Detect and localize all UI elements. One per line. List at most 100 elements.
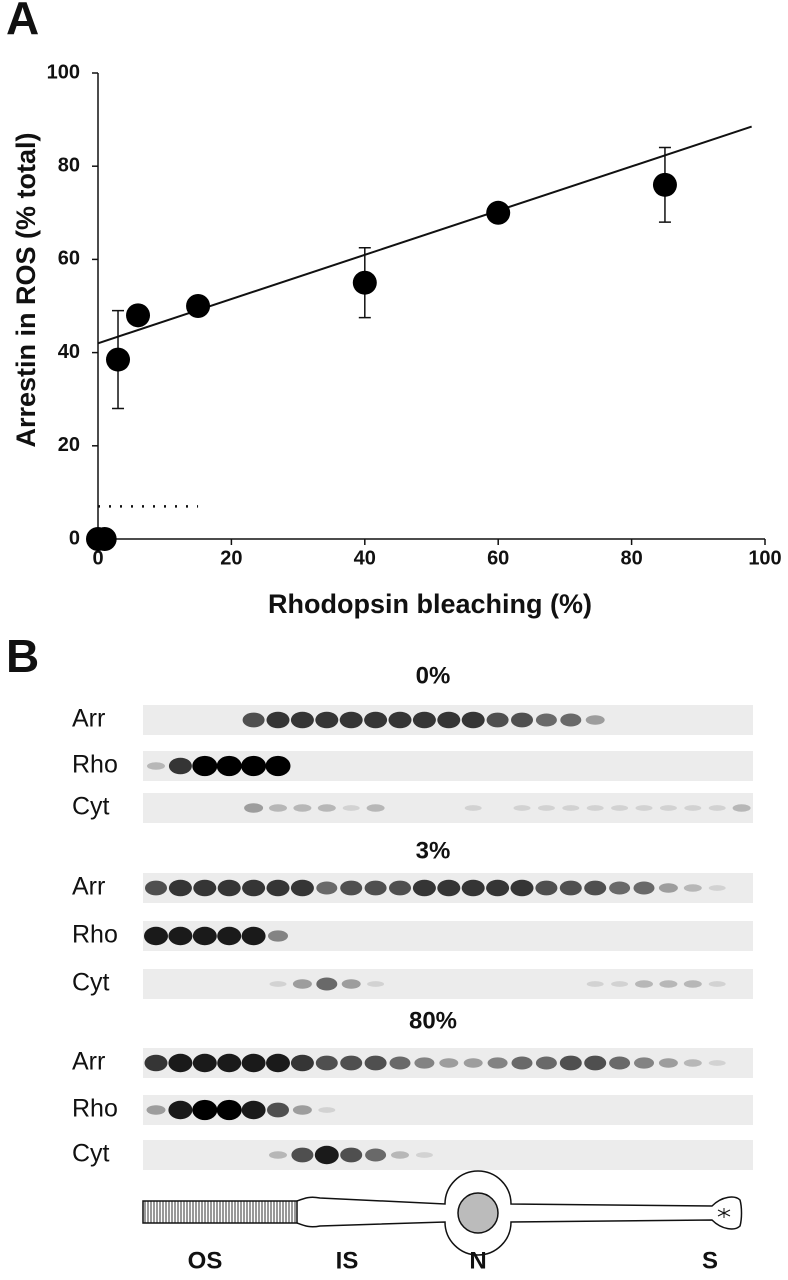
x-tick-label: 40 bbox=[354, 547, 376, 569]
band bbox=[365, 1148, 387, 1162]
y-tick-label: 40 bbox=[58, 341, 80, 363]
band bbox=[241, 1053, 266, 1073]
blot-strip bbox=[143, 705, 753, 735]
band bbox=[292, 979, 312, 989]
band bbox=[464, 805, 482, 811]
point bbox=[652, 172, 677, 197]
band bbox=[146, 1105, 166, 1115]
band bbox=[461, 879, 485, 897]
band bbox=[414, 1057, 435, 1069]
band bbox=[293, 804, 312, 812]
band bbox=[192, 1099, 218, 1121]
band bbox=[659, 980, 678, 988]
band bbox=[559, 880, 582, 896]
band bbox=[168, 1100, 193, 1120]
x-tick-label: 60 bbox=[487, 547, 509, 569]
band bbox=[388, 711, 412, 729]
band bbox=[340, 1055, 363, 1071]
band bbox=[389, 880, 411, 896]
band bbox=[265, 755, 291, 777]
band bbox=[342, 805, 360, 811]
y-tick-label: 20 bbox=[58, 434, 80, 456]
band bbox=[217, 926, 242, 946]
band bbox=[611, 981, 629, 987]
band bbox=[635, 980, 653, 988]
band bbox=[439, 1058, 459, 1068]
band bbox=[290, 879, 314, 897]
point bbox=[486, 200, 511, 225]
band bbox=[192, 926, 217, 946]
band bbox=[609, 1056, 631, 1070]
band bbox=[560, 713, 582, 727]
band bbox=[168, 1053, 193, 1073]
cell-label: N bbox=[469, 1247, 486, 1274]
band bbox=[461, 711, 485, 729]
band bbox=[168, 757, 192, 775]
panel-label: A bbox=[6, 0, 39, 44]
band bbox=[537, 805, 555, 811]
row-label: Cyt bbox=[72, 793, 110, 821]
band bbox=[486, 879, 510, 897]
row-label: Arr bbox=[72, 873, 105, 901]
band bbox=[487, 1057, 508, 1069]
row-label: Rho bbox=[72, 751, 118, 779]
band bbox=[216, 755, 242, 777]
band bbox=[463, 1058, 483, 1068]
row-label: Rho bbox=[72, 921, 118, 949]
band bbox=[147, 762, 165, 770]
x-tick-label: 0 bbox=[92, 547, 103, 569]
band bbox=[269, 804, 287, 812]
row-label: Cyt bbox=[72, 1140, 110, 1168]
band bbox=[609, 881, 631, 895]
y-tick-label: 100 bbox=[47, 61, 80, 83]
x-tick-label: 20 bbox=[220, 547, 242, 569]
band bbox=[391, 1151, 409, 1159]
band bbox=[292, 1105, 312, 1115]
band bbox=[510, 879, 534, 897]
cell-label: IS bbox=[336, 1247, 359, 1274]
point bbox=[92, 527, 117, 551]
row-label: Rho bbox=[72, 1095, 118, 1123]
band bbox=[708, 885, 726, 891]
band bbox=[314, 1145, 339, 1165]
band bbox=[168, 926, 193, 946]
band bbox=[341, 979, 361, 989]
band bbox=[535, 1056, 557, 1070]
blot-header: 3% bbox=[416, 837, 451, 864]
band bbox=[535, 880, 558, 896]
band bbox=[316, 881, 338, 895]
band bbox=[242, 712, 265, 728]
blot-strip bbox=[143, 1095, 753, 1125]
band bbox=[168, 879, 192, 897]
band bbox=[486, 712, 509, 728]
y-tick-label: 60 bbox=[58, 248, 80, 270]
band bbox=[340, 1147, 363, 1163]
blot-strip bbox=[143, 969, 753, 999]
band bbox=[318, 1107, 336, 1113]
band bbox=[659, 805, 677, 811]
band bbox=[144, 1054, 168, 1072]
band bbox=[683, 1059, 702, 1067]
band bbox=[366, 804, 385, 812]
blot-header: 80% bbox=[409, 1007, 457, 1034]
point bbox=[352, 270, 377, 295]
band bbox=[241, 926, 266, 946]
y-tick-label: 0 bbox=[69, 527, 80, 549]
band bbox=[535, 713, 557, 727]
band bbox=[266, 1053, 290, 1073]
band bbox=[415, 1152, 433, 1158]
blot-background bbox=[143, 969, 753, 999]
panel-label: B bbox=[6, 630, 39, 682]
band bbox=[586, 981, 604, 987]
band bbox=[317, 804, 336, 812]
x-axis-title: Rhodopsin bleaching (%) bbox=[268, 589, 592, 619]
band bbox=[268, 930, 288, 942]
band bbox=[217, 879, 241, 897]
band bbox=[412, 879, 436, 897]
band bbox=[217, 1053, 242, 1073]
band bbox=[216, 1099, 242, 1121]
point bbox=[126, 303, 151, 328]
y-tick-label: 80 bbox=[58, 154, 80, 176]
band bbox=[511, 1056, 533, 1070]
blot-strip bbox=[143, 873, 753, 903]
